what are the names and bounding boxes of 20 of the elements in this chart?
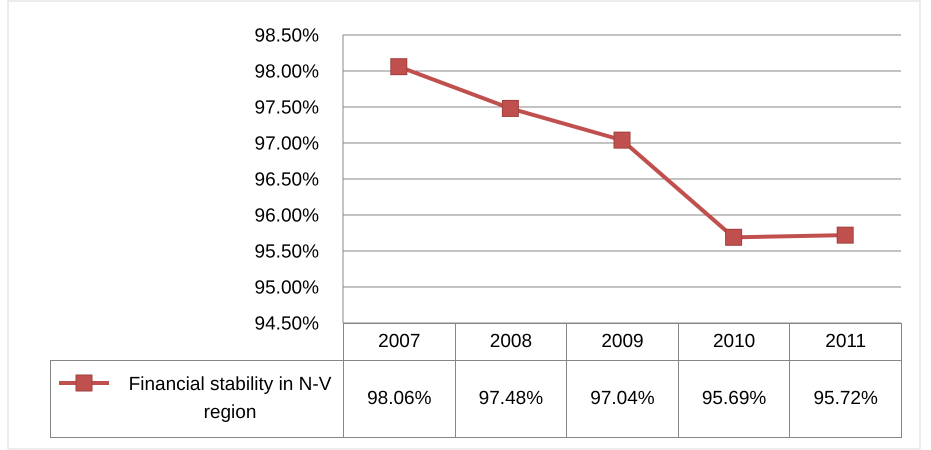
x-tick-label: 2010 bbox=[678, 324, 790, 360]
x-tick-label: 2011 bbox=[790, 324, 902, 360]
y-tick-label: 95.50% bbox=[254, 242, 320, 263]
y-tick-label: 96.00% bbox=[254, 206, 320, 227]
legend-label: Financial stability in N-V region bbox=[128, 373, 332, 425]
y-tick-label: 97.00% bbox=[254, 134, 320, 155]
data-label: 98.06% bbox=[344, 360, 456, 438]
y-tick-label: 96.50% bbox=[254, 170, 320, 191]
y-tick-label: 94.50% bbox=[254, 314, 320, 335]
y-tick-label: 98.00% bbox=[254, 62, 320, 83]
data-label: 95.69% bbox=[678, 360, 790, 438]
x-tick-label: 2009 bbox=[566, 324, 678, 360]
x-tick-label: 2008 bbox=[455, 324, 567, 360]
y-tick-label: 98.50% bbox=[254, 26, 320, 47]
y-tick-label: 97.50% bbox=[254, 98, 320, 119]
y-tick-label: 95.00% bbox=[254, 278, 320, 299]
x-tick-label: 2007 bbox=[344, 324, 456, 360]
data-label: 97.04% bbox=[566, 360, 678, 438]
data-label: 95.72% bbox=[790, 360, 902, 438]
data-label: 97.48% bbox=[455, 360, 567, 438]
